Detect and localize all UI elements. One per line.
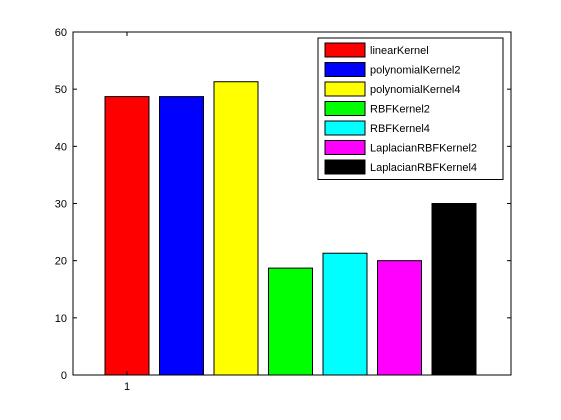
bar-LaplacianRBFKernel2	[377, 260, 422, 376]
y-tick-label: 30	[55, 199, 67, 211]
y-tick-label: 40	[55, 141, 67, 153]
bar-polynomialKernel4	[213, 81, 259, 376]
x-tick-label: 1	[124, 381, 130, 393]
legend-swatch	[324, 81, 366, 97]
legend-label: LaplacianRBFKernel2	[370, 143, 477, 155]
legend[interactable]: linearKernel polynomialKernel2 polynomialK…	[317, 37, 504, 180]
legend-swatch	[324, 42, 366, 58]
y-tick-label: 20	[55, 256, 67, 268]
legend-swatch	[324, 140, 366, 155]
legend-label: RBFKernel4	[370, 123, 430, 135]
bar-LaplacianRBFKernel4	[431, 203, 477, 376]
bar-polynomialKernel2	[159, 96, 204, 376]
y-tick-label: 60	[55, 27, 67, 39]
legend-swatch	[324, 62, 366, 77]
legend-label: RBFKernel2	[370, 104, 430, 116]
legend-swatch	[324, 159, 366, 175]
bar-linearKernel	[104, 96, 150, 376]
legend-swatch	[324, 120, 366, 136]
legend-label: LaplacianRBFKernel4	[370, 162, 477, 174]
y-axis: 0 10 20 30 40 50 60	[55, 27, 511, 382]
bar-RBFKernel2	[268, 267, 313, 376]
x-axis: 1	[124, 32, 130, 393]
y-tick-label: 0	[61, 370, 67, 382]
legend-label: polynomialKernel4	[370, 84, 461, 96]
legend-label: linearKernel	[370, 45, 429, 57]
bar-RBFKernel4	[322, 252, 368, 376]
legend-swatch	[324, 101, 366, 116]
bars-group	[104, 81, 477, 376]
y-tick-label: 50	[55, 84, 67, 96]
y-tick-label: 10	[55, 313, 67, 325]
legend-label: polynomialKernel2	[370, 65, 461, 77]
